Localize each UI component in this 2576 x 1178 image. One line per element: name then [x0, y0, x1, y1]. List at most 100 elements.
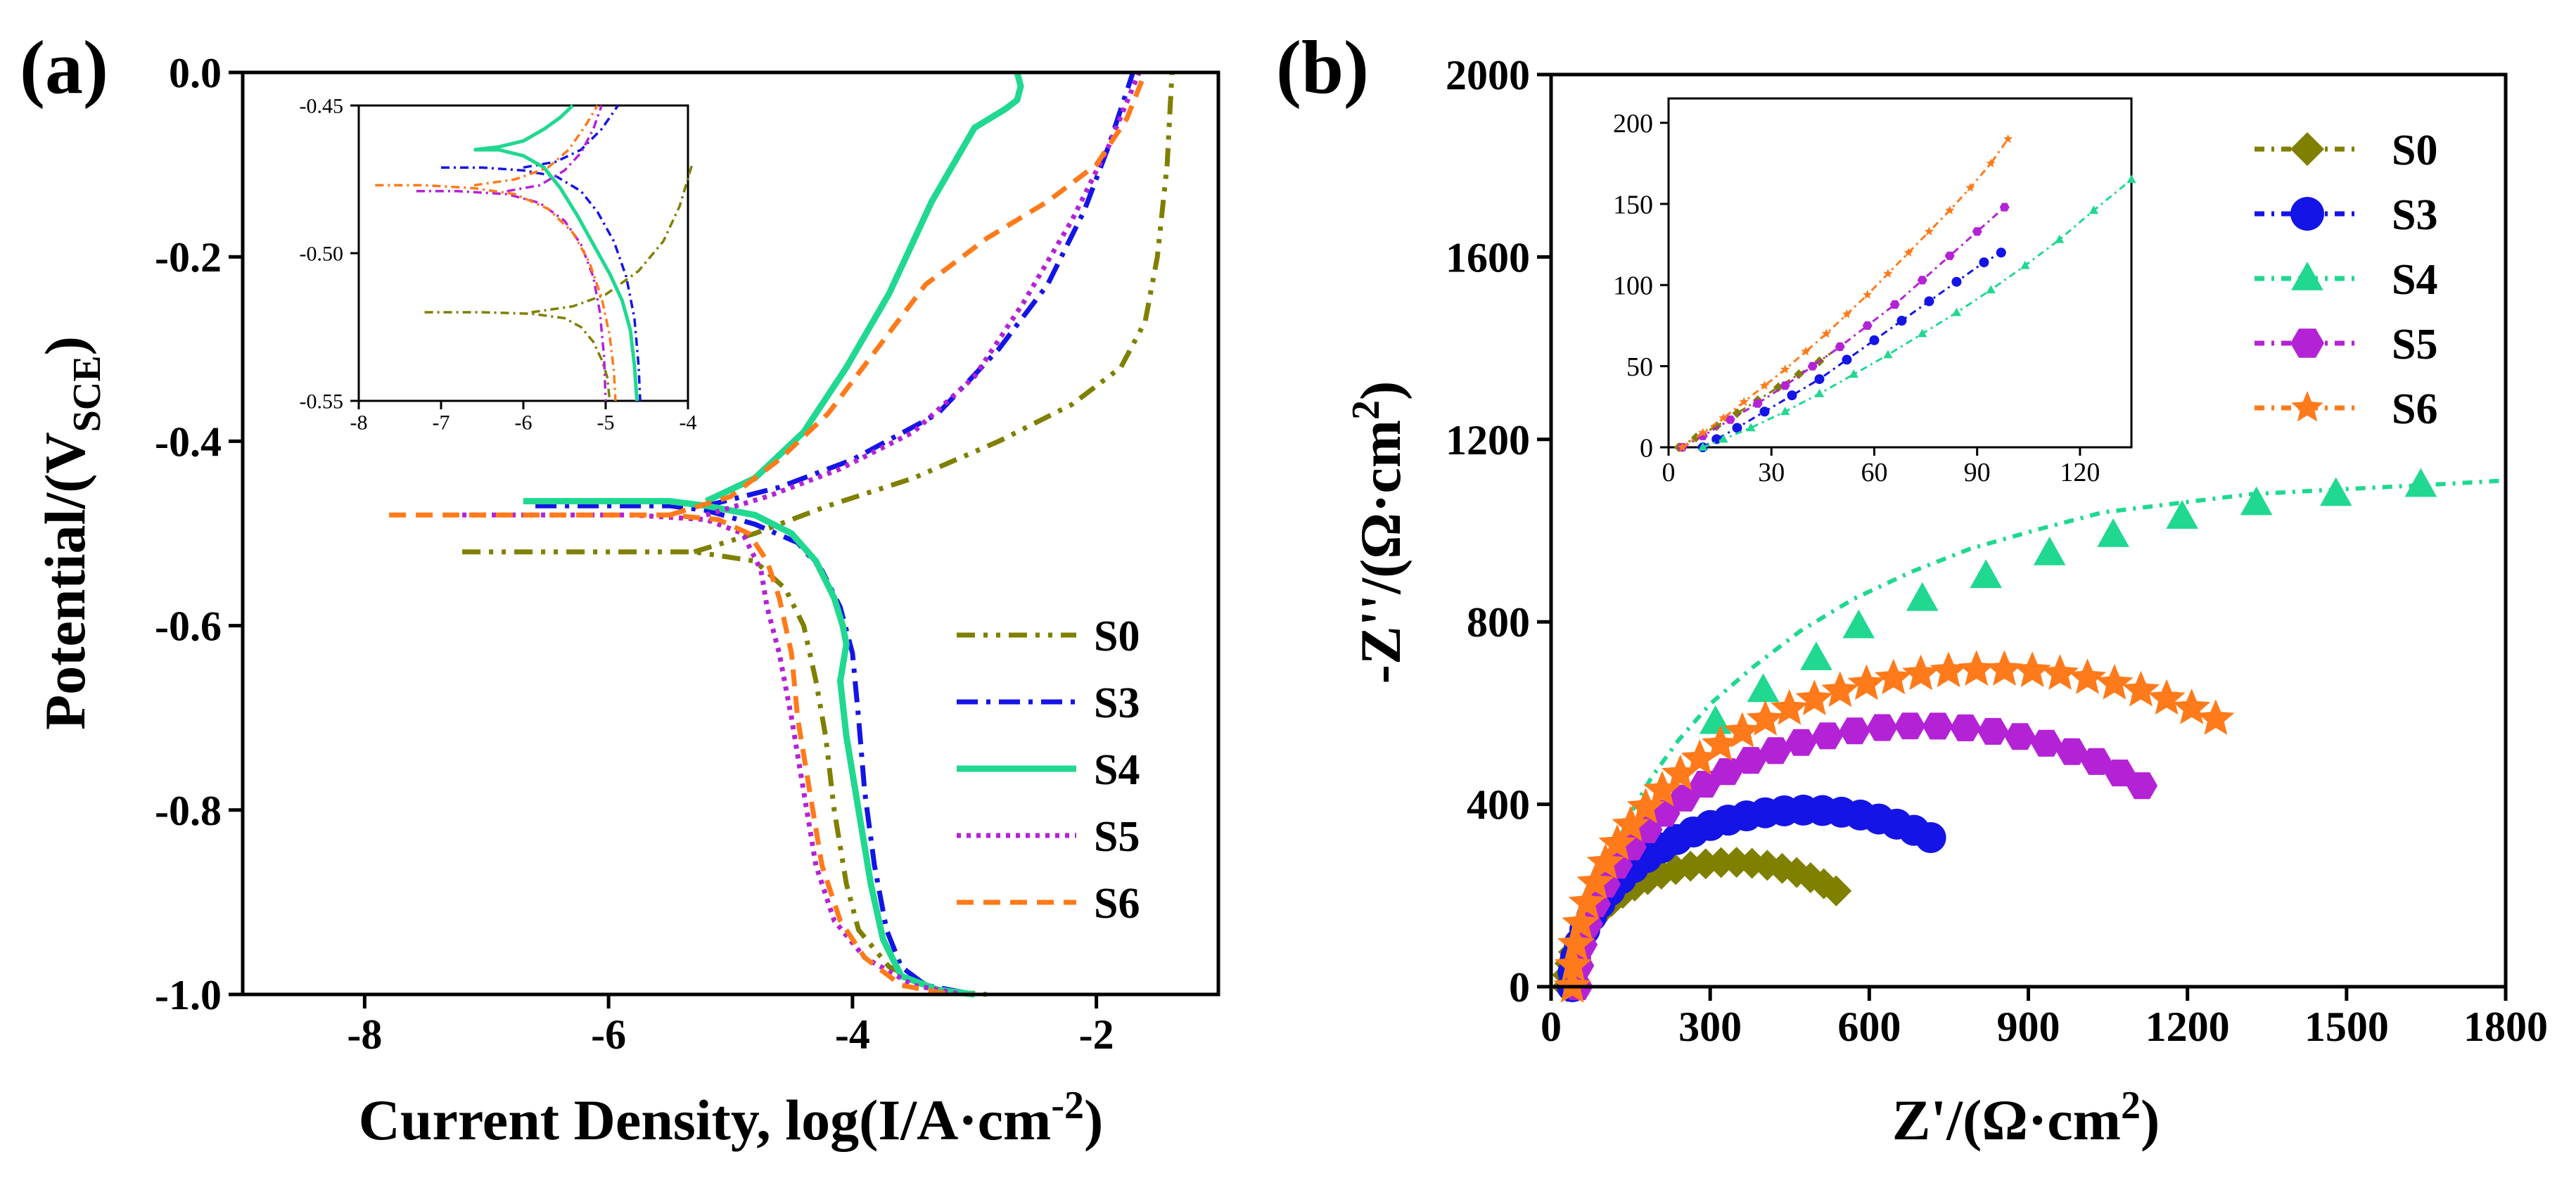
b-legend-marker-s3: [2290, 197, 2324, 231]
b-inset-ytick-label: 200: [1613, 109, 1653, 139]
b-s6-point: [1875, 658, 1913, 695]
b-s6-point: [2096, 664, 2134, 700]
b-legend-label-s0: S0: [2392, 127, 2437, 174]
b-inset-s6-point: [1739, 397, 1749, 406]
b-inset-ytick-label: 50: [1626, 352, 1653, 382]
a-legend-label-s6: S6: [1094, 880, 1140, 928]
a-xtick-label: -2: [1079, 1011, 1114, 1058]
b-inset-s6-point: [1801, 346, 1811, 356]
b-inset-s6-point: [1677, 442, 1688, 452]
b-s6-point: [2041, 654, 2079, 690]
b-legend-label-s3: S3: [2392, 191, 2437, 239]
b-legend-label-s5: S5: [2392, 321, 2437, 369]
panel-b-label: (b): [1276, 26, 1369, 110]
a-legend-label-s5: S5: [1094, 813, 1140, 861]
panel-b-ylabel: -Z''/(Ω·cm2): [1344, 381, 1413, 684]
b-s3-point: [1915, 821, 1946, 853]
b-s4-point: [2097, 518, 2129, 547]
a-legend-label-s3: S3: [1094, 679, 1140, 727]
b-s6-point: [1598, 824, 1636, 860]
a-inset-series-s3-cathodic: [441, 166, 642, 402]
a-inset-ytick-label: -0.50: [300, 243, 344, 266]
b-ytick-label: 1200: [1446, 417, 1530, 463]
panel-a-axes: -8 -6 -4 -2 0.0 -0.2 -0.4 -0.6 -0.8 -1.0: [155, 50, 1220, 1058]
b-inset-s5-point: [1972, 227, 1982, 236]
b-s6-point: [1557, 925, 1595, 961]
b-s6-point: [1930, 651, 1968, 688]
b-s5-point: [1922, 712, 1953, 740]
b-s4-point: [2033, 536, 2066, 565]
b-inset-s5-point: [1780, 381, 1790, 390]
b-s6-point: [1568, 883, 1606, 919]
b-s4-point: [2319, 477, 2352, 506]
b-s6-point: [1681, 739, 1719, 775]
b-ytick-label: 2000: [1446, 52, 1530, 98]
panel-a: (a) -8 -7 -6 -5 -4 -0.45 -0.50 -0.55 -8 -6 -4 -2 0.…: [20, 26, 1220, 1152]
b-inset-s3-point: [1787, 390, 1797, 401]
panel-a-inset: -8 -7 -6 -5 -4 -0.45 -0.50 -0.55: [300, 95, 697, 435]
a-inset-xtick-label: -6: [515, 411, 533, 435]
b-inset-s5-point: [1807, 361, 1818, 371]
panel-b-legend: S0 S3 S4 S5 S6: [2255, 127, 2437, 433]
panel-a-ylabel: Potential/(VSCE): [33, 336, 109, 730]
a-inset-series-s4-cathodic: [473, 148, 639, 402]
panel-b-inset: 0 30 60 90 120 0 50 100 150 200: [1613, 97, 2136, 487]
b-legend-label-s4: S4: [2392, 256, 2437, 304]
b-inset-s6-point: [1883, 269, 1893, 278]
b-inset-s6-point: [1780, 364, 1790, 373]
b-xtick-label: 1500: [2304, 1004, 2389, 1050]
b-inset-s6-point: [1945, 205, 1955, 215]
b-s0-point: [1821, 875, 1852, 907]
a-series-s5-anodic: [705, 71, 1142, 518]
b-inset-xtick-label: 120: [2060, 458, 2100, 487]
a-xtick-label: -4: [835, 1011, 870, 1058]
b-s5-point: [2104, 760, 2136, 787]
b-inset-s3-point: [1711, 434, 1722, 444]
panel-b-axes: 0 300 600 900 1200 1500 1800040080012001600200…: [1446, 52, 2548, 1050]
a-ytick-label: -0.8: [155, 788, 222, 834]
b-inset-s5-point: [1835, 342, 1845, 351]
a-inset-xtick-label: -7: [433, 411, 450, 435]
b-inset-xtick-label: 0: [1662, 458, 1676, 487]
b-s6-point: [1847, 664, 1885, 700]
b-inset-s3-point: [1842, 354, 1852, 365]
b-s6-point: [1795, 679, 1833, 715]
b-ytick-label: 800: [1467, 599, 1530, 646]
b-inset-s6-point: [1821, 328, 1831, 338]
b-inset-s3-point: [1951, 276, 1962, 287]
a-xtick-label: -6: [591, 1011, 626, 1058]
a-series-s3-anodic: [705, 71, 1135, 508]
b-inset-s6-point: [1863, 290, 1873, 299]
b-s6-point: [1662, 754, 1700, 790]
b-inset-s6-point: [1924, 226, 1934, 236]
b-xtick-label: 900: [1997, 1004, 2060, 1050]
b-inset-s6-point: [1698, 428, 1708, 437]
b-inset-s6-point: [2003, 134, 2013, 143]
b-s6-point: [2122, 670, 2160, 707]
b-s4-point: [1970, 559, 2002, 589]
a-legend-label-s0: S0: [1094, 613, 1140, 660]
b-s5-point: [2004, 723, 2036, 750]
b-inset-frame: [1667, 97, 2133, 449]
b-s6-point: [1985, 650, 2024, 686]
b-inset-s6-point: [1965, 182, 1975, 192]
b-inset-s5-point: [1917, 276, 1927, 285]
a-frame: [241, 70, 1220, 997]
b-s6-point: [2013, 651, 2051, 687]
b-inset-s4-point: [1698, 442, 1708, 451]
b-s6-point: [1702, 725, 1740, 761]
panel-a-label: (a): [20, 26, 108, 110]
a-inset-ytick-label: -0.55: [300, 390, 344, 414]
b-inset-s4-point: [2020, 260, 2030, 269]
b-inset-s5-point: [1725, 415, 1735, 424]
b-s4-point: [2166, 500, 2198, 529]
b-s4-point: [1906, 582, 1939, 611]
a-xtick-label: -8: [347, 1011, 382, 1058]
b-inset-s4-point: [1951, 307, 1962, 316]
b-inset-s0-point: [1794, 369, 1804, 380]
b-s6-point: [1723, 712, 1761, 748]
b-s5-point: [2081, 748, 2112, 775]
b-xtick-label: 1800: [2463, 1004, 2548, 1050]
b-legend-marker-s0: [2290, 132, 2324, 166]
